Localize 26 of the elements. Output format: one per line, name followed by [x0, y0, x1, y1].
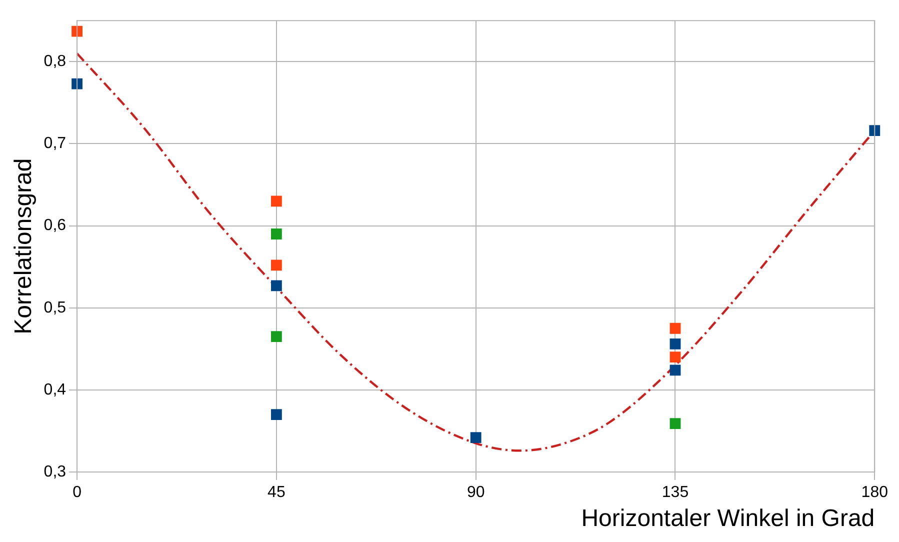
y-tick-label: 0,4: [44, 381, 66, 398]
x-tick-label: 90: [466, 484, 485, 502]
point: [670, 364, 681, 376]
point: [470, 432, 482, 443]
y-tick-label: 0,8: [44, 53, 66, 70]
y-tick-label: 0,6: [44, 217, 66, 234]
point: [869, 125, 880, 136]
point: [270, 331, 282, 342]
point: [670, 322, 681, 334]
point: [670, 338, 681, 350]
x-tick-label: 135: [662, 484, 689, 502]
y-tick-label: 0,5: [44, 299, 66, 316]
y-tick-label: 0,7: [44, 135, 66, 152]
point: [270, 280, 282, 292]
point: [670, 418, 681, 430]
y-tick-label: 0,3: [44, 463, 66, 480]
x-axis-title: Horizontaler Winkel in Grad: [581, 505, 875, 532]
point: [270, 228, 282, 240]
x-tick-label: 45: [268, 484, 286, 502]
x-tick-label: 180: [861, 484, 888, 502]
y-axis-title: Korrelationsgrad: [10, 158, 38, 334]
point: [270, 196, 282, 207]
x-tick-label: 0: [72, 484, 82, 502]
point: [270, 409, 282, 420]
point: [670, 352, 681, 363]
point: [270, 260, 282, 271]
